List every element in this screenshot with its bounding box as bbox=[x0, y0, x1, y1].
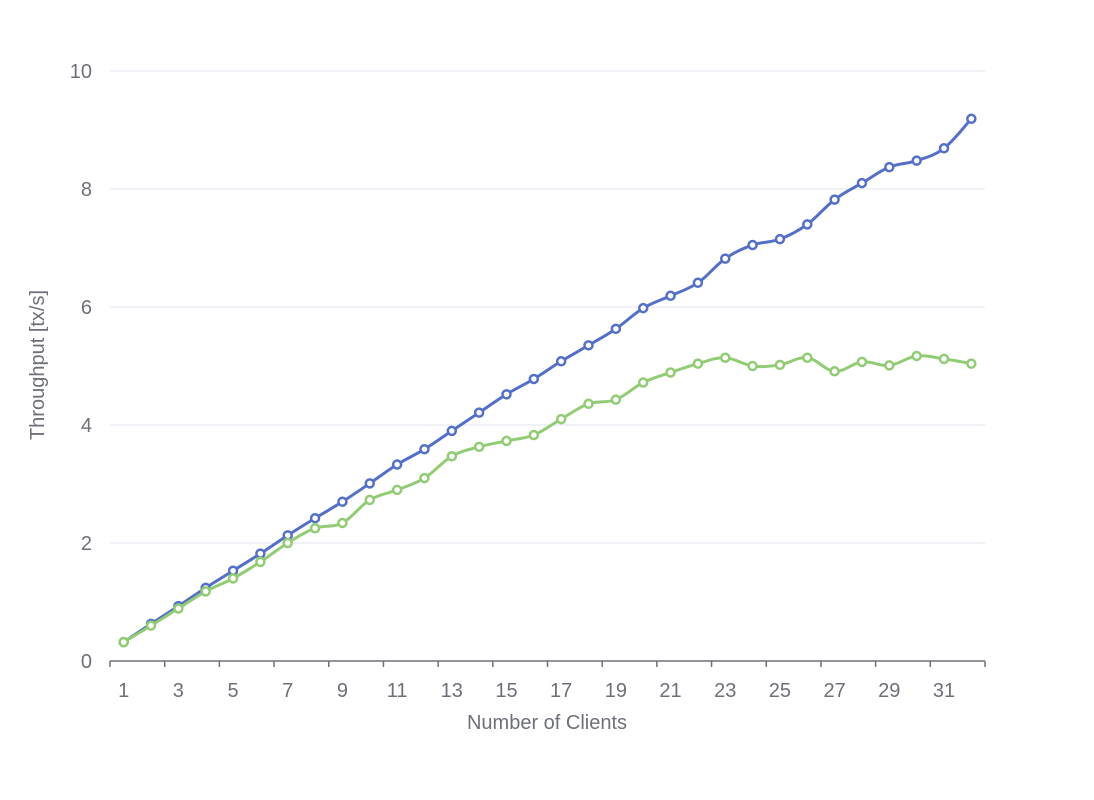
x-tick-label: 19 bbox=[605, 680, 627, 702]
data-point bbox=[938, 353, 950, 365]
x-tick-label: 27 bbox=[823, 680, 845, 702]
x-tick-label: 17 bbox=[550, 680, 572, 702]
data-point bbox=[419, 472, 430, 484]
data-point bbox=[856, 356, 868, 368]
y-tick-label: 10 bbox=[70, 61, 92, 83]
x-tick-label: 15 bbox=[495, 680, 517, 702]
data-point bbox=[364, 478, 376, 489]
data-point bbox=[118, 636, 129, 648]
series-2 bbox=[118, 350, 977, 648]
data-point bbox=[446, 451, 458, 462]
data-point bbox=[419, 443, 430, 455]
y-axis-tick-labels: 0 2 4 6 8 10 bbox=[70, 61, 92, 673]
data-point bbox=[255, 556, 266, 568]
x-tick-label: 13 bbox=[441, 680, 463, 702]
data-point bbox=[637, 302, 649, 314]
data-point bbox=[173, 603, 184, 614]
x-axis: 1 3 5 7 9 11 13 15 17 19 21 23 25 27 29 31 bbox=[109, 660, 986, 702]
data-point bbox=[829, 366, 840, 377]
data-point bbox=[309, 512, 321, 524]
data-point bbox=[747, 360, 758, 372]
data-point bbox=[145, 620, 157, 631]
data-point bbox=[282, 537, 293, 549]
data-point bbox=[528, 429, 540, 441]
data-point bbox=[856, 177, 868, 189]
data-point bbox=[501, 435, 512, 447]
series-1 bbox=[118, 113, 977, 648]
x-tick-label: 7 bbox=[282, 680, 293, 702]
data-point bbox=[719, 253, 731, 264]
data-point bbox=[391, 459, 403, 470]
y-tick-label: 4 bbox=[81, 415, 92, 437]
data-point bbox=[528, 373, 540, 385]
data-point bbox=[802, 352, 813, 363]
x-tick-label: 31 bbox=[933, 680, 955, 702]
grid-lines bbox=[110, 70, 985, 544]
data-point bbox=[966, 113, 977, 125]
data-point bbox=[911, 350, 922, 362]
data-point bbox=[473, 407, 485, 418]
data-point bbox=[802, 219, 813, 230]
x-tick-label: 23 bbox=[714, 680, 736, 702]
y-tick-label: 8 bbox=[81, 179, 92, 201]
data-point bbox=[583, 340, 594, 351]
data-point bbox=[555, 413, 567, 425]
data-point bbox=[884, 360, 895, 371]
x-tick-label: 5 bbox=[227, 680, 238, 702]
data-point bbox=[337, 517, 348, 529]
y-tick-label: 2 bbox=[81, 533, 92, 555]
data-point bbox=[309, 523, 321, 534]
data-point bbox=[473, 441, 485, 453]
data-point bbox=[501, 389, 512, 400]
y-axis-label: Throughput [tx/s] bbox=[27, 290, 49, 440]
data-point bbox=[227, 573, 239, 584]
data-point bbox=[391, 484, 403, 496]
data-point bbox=[829, 194, 840, 205]
x-tick-label: 29 bbox=[878, 680, 900, 702]
data-point bbox=[719, 352, 731, 363]
data-point bbox=[665, 367, 676, 378]
x-tick-label: 11 bbox=[387, 680, 408, 702]
data-point bbox=[255, 548, 266, 559]
data-point bbox=[610, 394, 622, 405]
data-point bbox=[364, 494, 376, 506]
series-line bbox=[122, 117, 973, 644]
data-point bbox=[938, 143, 950, 154]
data-point bbox=[911, 155, 922, 166]
x-tick-label: 25 bbox=[769, 680, 791, 702]
data-point bbox=[446, 425, 458, 437]
data-point bbox=[884, 161, 895, 173]
data-point bbox=[665, 290, 676, 302]
data-point bbox=[774, 233, 786, 245]
data-point bbox=[747, 239, 758, 251]
data-point bbox=[692, 358, 704, 369]
x-tick-label: 1 bbox=[118, 680, 129, 702]
data-point bbox=[555, 356, 567, 367]
data-point bbox=[692, 277, 704, 289]
x-tick-label: 3 bbox=[173, 680, 184, 702]
series-layer bbox=[118, 113, 977, 648]
data-point bbox=[200, 586, 211, 597]
data-point bbox=[583, 398, 594, 410]
y-tick-label: 6 bbox=[81, 297, 92, 319]
x-axis-label: Number of Clients bbox=[467, 712, 627, 734]
y-tick-label: 0 bbox=[81, 651, 92, 673]
data-point bbox=[966, 358, 977, 369]
x-tick-label: 21 bbox=[659, 680, 681, 702]
data-point bbox=[637, 377, 649, 388]
data-point bbox=[337, 496, 348, 507]
x-tick-label: 9 bbox=[337, 680, 348, 702]
data-point bbox=[774, 359, 786, 371]
series-line bbox=[122, 354, 972, 644]
data-point bbox=[610, 323, 622, 335]
